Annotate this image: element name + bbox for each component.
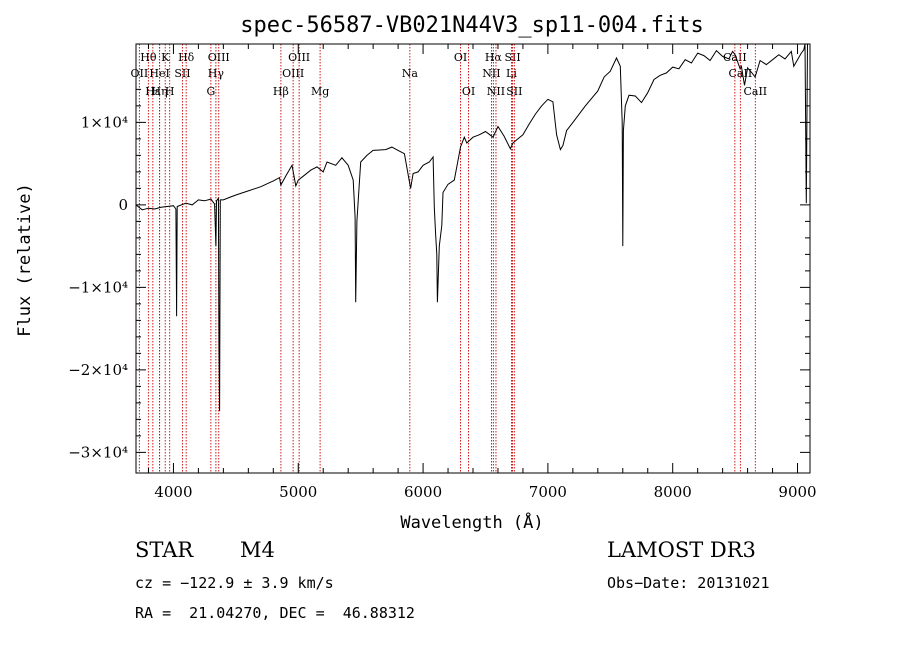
y-tick-label--10000: −1×10⁴: [68, 278, 128, 296]
line-marker-label-13: OIII: [282, 67, 304, 80]
x-tick-label-4000: 4000: [154, 483, 192, 501]
line-marker-label-9: G: [206, 85, 215, 98]
y-tick-label-0: 0: [118, 196, 128, 214]
line-marker-label-22: Li: [506, 67, 517, 80]
x-tick-label-7000: 7000: [529, 483, 567, 501]
line-marker-label-21: NII: [487, 85, 505, 98]
line-marker-label-18: OI: [462, 85, 475, 98]
y-tick-label--30000: −3×10⁴: [68, 443, 128, 461]
spectral-subclass: M4: [240, 538, 275, 562]
line-marker-label-4: K: [161, 51, 170, 64]
survey-name: LAMOST DR3: [607, 538, 756, 562]
line-marker-label-5: HeI: [149, 67, 169, 80]
x-tick-label-9000: 9000: [778, 483, 816, 501]
line-marker-label-6: H: [165, 85, 175, 98]
line-marker-label-11: OIII: [208, 51, 230, 64]
line-marker-label-3: Hη: [151, 85, 167, 98]
y-axis-label: Flux (relative): [15, 183, 35, 337]
chart-title: spec-56587-VB021N44V3_sp11-004.fits: [240, 13, 704, 38]
x-tick-label-8000: 8000: [654, 483, 692, 501]
x-axis-label: Wavelength (Å): [400, 511, 543, 533]
line-marker-label-17: OI: [454, 51, 467, 64]
line-marker-label-7: SII: [174, 67, 190, 80]
x-tick-label-6000: 6000: [404, 483, 442, 501]
y-tick-label-10000: 1×10⁴: [81, 113, 128, 131]
obs-date-text: Obs−Date: 20131021: [607, 574, 770, 592]
coordinates-text: RA = 21.04270, DEC = 46.88312: [135, 604, 415, 622]
x-tick-label-5000: 5000: [279, 483, 317, 501]
line-marker-label-15: Mg: [311, 85, 329, 98]
plot-frame: [135, 43, 811, 474]
y-tick-label--20000: −2×10⁴: [68, 361, 128, 379]
line-marker-label-10: Hγ: [208, 67, 225, 80]
x-axis: 4000 5000 6000 7000 8000 9000: [147, 44, 817, 501]
line-marker-label-23: SII: [504, 51, 520, 64]
redshift-text: cz = −122.9 ± 3.9 km/s: [135, 574, 334, 592]
series-layer: [135, 43, 808, 412]
line-marker-label-14: OIII: [288, 51, 310, 64]
line-marker-label-27: CaII: [743, 85, 767, 98]
line-marker-label-20: Hα: [485, 51, 503, 64]
series-line-flux: [135, 43, 808, 412]
line-marker-label-0: Hθ: [140, 51, 157, 64]
line-marker-label-8: Hδ: [178, 51, 195, 64]
line-marker-label-16: Na: [402, 67, 419, 80]
line-marker-label-1: OII: [131, 67, 149, 80]
line-marker-label-12: Hβ: [273, 85, 289, 98]
line-marker-label-2: Hε: [145, 85, 161, 98]
line-marker-label-24: SII: [506, 85, 522, 98]
y-axis: 1×10⁴ 0 −1×10⁴ −2×10⁴ −3×10⁴: [68, 88, 810, 461]
spectral-class: STAR: [135, 538, 194, 562]
line-marker-label-19: NII: [482, 67, 500, 80]
